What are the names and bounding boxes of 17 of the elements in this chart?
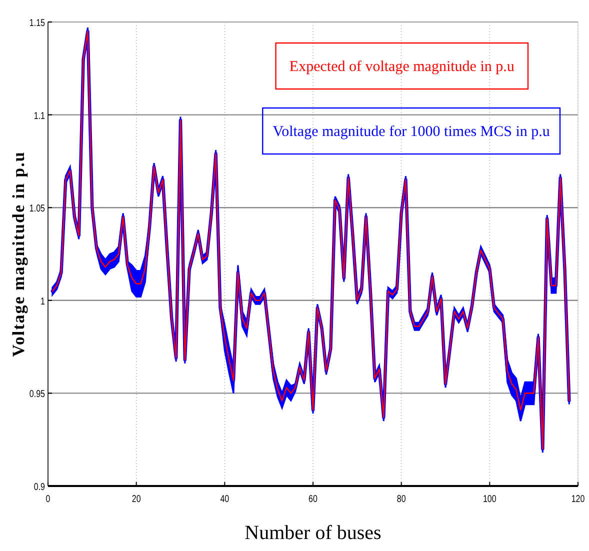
y-tick-label: 1 <box>40 296 45 307</box>
x-tick-label: 80 <box>396 493 406 504</box>
y-tick-label: 0.95 <box>29 388 45 400</box>
y-tick-label: 0.9 <box>34 481 45 492</box>
y-tick-label: 1.1 <box>34 110 45 122</box>
y-tick-label: 1.05 <box>29 202 45 214</box>
x-tick-label: 120 <box>571 493 585 504</box>
text: Voltage magnitude for 1000 times MCS in p.u <box>272 124 550 140</box>
x-tick-label: 60 <box>308 493 318 504</box>
x-tick-label: 100 <box>482 493 496 504</box>
y-tick-label: 1.15 <box>29 17 45 28</box>
x-axis-title: Number of buses <box>244 522 382 544</box>
y-axis-title: Voltage magnitude in p.u <box>9 151 28 357</box>
text: Expected of voltage magnitude in p.u <box>289 59 515 75</box>
x-tick-label: 20 <box>132 493 141 504</box>
x-tick-label: 40 <box>220 493 230 504</box>
x-tick-label: 0 <box>46 493 50 504</box>
